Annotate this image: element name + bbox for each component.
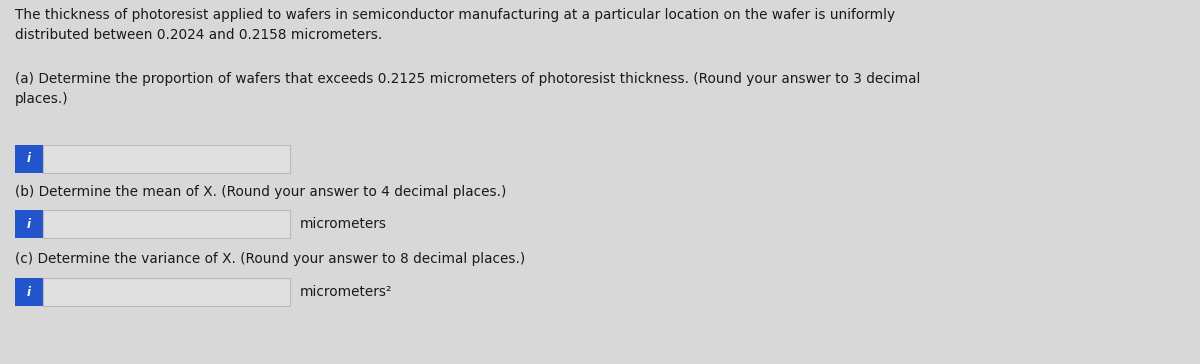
Text: i: i xyxy=(28,285,31,298)
Bar xyxy=(14,210,43,238)
Bar xyxy=(14,145,43,173)
Text: micrometers: micrometers xyxy=(300,217,386,231)
Bar xyxy=(14,278,43,306)
Text: i: i xyxy=(28,218,31,230)
Text: i: i xyxy=(28,153,31,166)
Bar xyxy=(43,145,290,173)
Text: micrometers²: micrometers² xyxy=(300,285,392,299)
Bar xyxy=(43,278,290,306)
Text: (a) Determine the proportion of wafers that exceeds 0.2125 micrometers of photor: (a) Determine the proportion of wafers t… xyxy=(14,72,920,106)
Text: (b) Determine the mean of X. (Round your answer to 4 decimal places.): (b) Determine the mean of X. (Round your… xyxy=(14,185,506,199)
Text: (c) Determine the variance of X. (Round your answer to 8 decimal places.): (c) Determine the variance of X. (Round … xyxy=(14,252,526,266)
Text: The thickness of photoresist applied to wafers in semiconductor manufacturing at: The thickness of photoresist applied to … xyxy=(14,8,895,42)
Bar xyxy=(43,210,290,238)
